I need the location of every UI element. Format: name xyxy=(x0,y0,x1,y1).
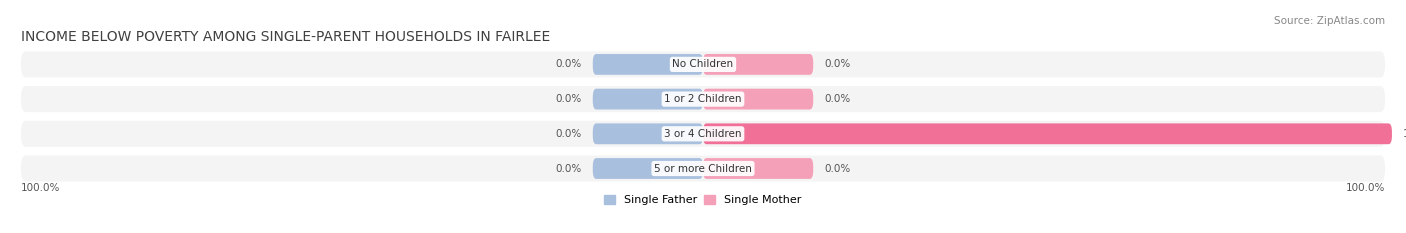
FancyBboxPatch shape xyxy=(21,155,1385,182)
Text: 1 or 2 Children: 1 or 2 Children xyxy=(664,94,742,104)
FancyBboxPatch shape xyxy=(703,54,813,75)
Text: INCOME BELOW POVERTY AMONG SINGLE-PARENT HOUSEHOLDS IN FAIRLEE: INCOME BELOW POVERTY AMONG SINGLE-PARENT… xyxy=(21,30,550,44)
Text: 100.0%: 100.0% xyxy=(1346,183,1385,193)
FancyBboxPatch shape xyxy=(703,89,813,110)
FancyBboxPatch shape xyxy=(703,158,813,179)
Text: 3 or 4 Children: 3 or 4 Children xyxy=(664,129,742,139)
Text: No Children: No Children xyxy=(672,59,734,69)
Text: 0.0%: 0.0% xyxy=(555,59,582,69)
Text: Source: ZipAtlas.com: Source: ZipAtlas.com xyxy=(1274,16,1385,26)
Text: 5 or more Children: 5 or more Children xyxy=(654,164,752,174)
Text: 0.0%: 0.0% xyxy=(824,94,851,104)
FancyBboxPatch shape xyxy=(593,54,703,75)
Text: 0.0%: 0.0% xyxy=(555,94,582,104)
FancyBboxPatch shape xyxy=(593,123,703,144)
Text: 0.0%: 0.0% xyxy=(824,59,851,69)
FancyBboxPatch shape xyxy=(593,89,703,110)
Text: 0.0%: 0.0% xyxy=(824,164,851,174)
FancyBboxPatch shape xyxy=(21,86,1385,112)
FancyBboxPatch shape xyxy=(593,158,703,179)
Text: 0.0%: 0.0% xyxy=(555,129,582,139)
Text: 0.0%: 0.0% xyxy=(555,164,582,174)
FancyBboxPatch shape xyxy=(21,51,1385,77)
Legend: Single Father, Single Mother: Single Father, Single Mother xyxy=(605,195,801,205)
FancyBboxPatch shape xyxy=(21,121,1385,147)
FancyBboxPatch shape xyxy=(703,123,1392,144)
Text: 100.0%: 100.0% xyxy=(1403,129,1406,139)
Text: 100.0%: 100.0% xyxy=(21,183,60,193)
